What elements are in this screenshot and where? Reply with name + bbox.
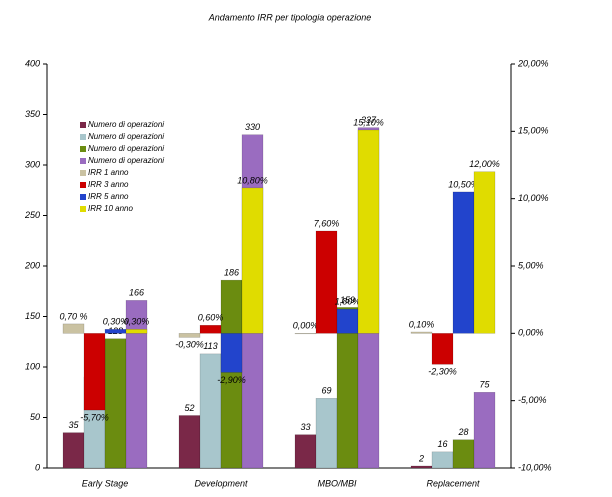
- x-tick-label: Replacement: [426, 478, 480, 488]
- legend-swatch: [80, 206, 86, 212]
- data-label: 1,80%: [335, 296, 361, 306]
- data-label: 186: [224, 268, 239, 278]
- data-label: 35: [68, 420, 79, 430]
- y2-tick-label: 5,00%: [518, 260, 544, 270]
- legend-swatch: [80, 158, 86, 164]
- bar: [294, 333, 317, 335]
- data-label: -2,90%: [217, 375, 246, 385]
- legend-label: IRR 3 anno: [88, 180, 129, 189]
- bar: [452, 191, 475, 334]
- data-label: 0,30%: [103, 317, 129, 327]
- legend-label: Numero di operazioni: [88, 120, 164, 129]
- data-label: 159: [340, 295, 355, 305]
- data-label: 52: [184, 403, 194, 413]
- legend-label: IRR 5 anno: [88, 192, 129, 201]
- bar: [336, 308, 359, 334]
- legend-label: Numero di operazioni: [88, 132, 164, 141]
- bar: [431, 333, 454, 365]
- y2-tick-label: -10,00%: [518, 462, 552, 472]
- y-tick-label: 400: [25, 58, 40, 68]
- bar: [199, 353, 222, 469]
- x-tick-label: Early Stage: [82, 478, 129, 488]
- chart-title: Andamento IRR per tipologia operazione: [208, 12, 372, 22]
- bar: [473, 392, 496, 469]
- bar: [473, 171, 496, 334]
- legend-swatch: [80, 170, 86, 176]
- data-label: 33: [300, 422, 310, 432]
- legend-label: IRR 10 anno: [88, 204, 133, 213]
- bar: [125, 300, 148, 469]
- data-label: 0,60%: [198, 313, 224, 323]
- y2-tick-label: 15,00%: [518, 126, 549, 136]
- data-label: 10,50%: [448, 179, 479, 189]
- y2-tick-label: -5,00%: [518, 395, 547, 405]
- bar: [125, 329, 148, 334]
- legend-label: IRR 1 anno: [88, 168, 129, 177]
- y-tick-label: 300: [25, 159, 40, 169]
- bar: [357, 129, 380, 334]
- y-tick-label: 250: [24, 210, 40, 220]
- y-tick-label: 0: [35, 462, 40, 472]
- data-label: 75: [479, 380, 490, 390]
- y-tick-label: 150: [25, 311, 40, 321]
- bar: [241, 187, 264, 334]
- data-label: 16: [437, 439, 447, 449]
- bar: [410, 331, 433, 334]
- y-tick-label: 200: [24, 260, 40, 270]
- data-label: 0,70 %: [59, 311, 87, 321]
- x-tick-label: Development: [194, 478, 248, 488]
- bar: [62, 323, 85, 334]
- bar: [178, 415, 201, 469]
- data-label: 2: [418, 453, 424, 463]
- bar: [104, 338, 127, 469]
- y2-tick-label: 20,00%: [517, 58, 549, 68]
- data-label: 15,10%: [353, 117, 384, 127]
- data-label: 0,10%: [409, 319, 435, 329]
- legend-swatch: [80, 182, 86, 188]
- bar: [452, 439, 475, 469]
- bar: [294, 434, 317, 469]
- data-label: 113: [203, 341, 217, 351]
- bar: [104, 329, 127, 334]
- data-label: -2,30%: [428, 367, 457, 377]
- data-label: 28: [457, 427, 468, 437]
- data-label: 10,80%: [237, 175, 268, 185]
- bar: [62, 432, 85, 469]
- data-label: -0,30%: [175, 340, 204, 350]
- bar: [315, 398, 338, 469]
- data-label: 330: [245, 122, 260, 132]
- legend-label: Numero di operazioni: [88, 156, 164, 165]
- y-tick-label: 50: [30, 412, 40, 422]
- data-label: 69: [321, 386, 331, 396]
- data-label: 12,00%: [469, 159, 500, 169]
- bar: [83, 333, 106, 411]
- legend-swatch: [80, 194, 86, 200]
- legend-label: Numero di operazioni: [88, 144, 164, 153]
- bar: [315, 230, 338, 334]
- y-tick-label: 100: [25, 361, 40, 371]
- data-label: 166: [129, 288, 144, 298]
- y2-tick-label: 0,00%: [518, 328, 544, 338]
- data-label: 0,00%: [293, 321, 319, 331]
- legend-swatch: [80, 134, 86, 140]
- legend-swatch: [80, 146, 86, 152]
- bar: [220, 333, 243, 373]
- bar: [410, 465, 433, 469]
- data-label: 337: [361, 115, 377, 125]
- y-tick-label: 350: [25, 109, 40, 119]
- data-label: 7,60%: [314, 218, 340, 228]
- data-label: -5,70%: [80, 412, 109, 422]
- bar: [178, 333, 201, 338]
- bar: [199, 325, 222, 334]
- y2-tick-label: 10,00%: [518, 193, 549, 203]
- data-label: 0,30%: [124, 317, 150, 327]
- x-tick-label: MBO/MBI: [317, 478, 357, 488]
- legend-swatch: [80, 122, 86, 128]
- bar: [431, 451, 454, 469]
